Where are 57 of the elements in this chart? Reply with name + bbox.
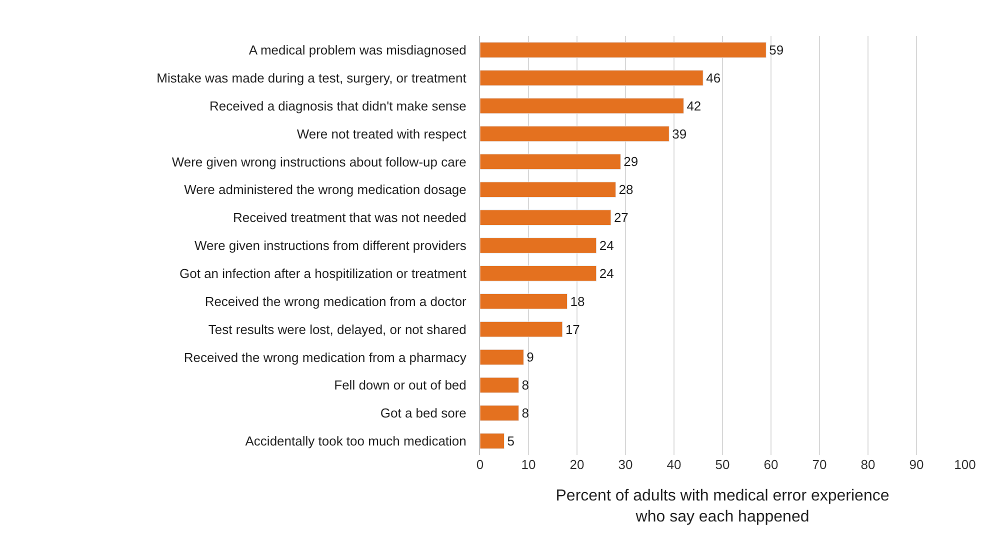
y-tick-label: Were administered the wrong medication dosage xyxy=(184,182,466,198)
x-tick-label: 30 xyxy=(618,457,633,472)
x-tick-label: 20 xyxy=(570,457,584,472)
x-tick-label: 70 xyxy=(812,457,827,472)
data-label: 59 xyxy=(769,42,784,58)
bar xyxy=(480,42,766,58)
y-tick-label: Got an infection after a hospitilization or treatment xyxy=(180,266,467,281)
y-tick-label: Received a diagnosis that didn't make sense xyxy=(210,98,466,114)
data-label: 8 xyxy=(522,378,530,393)
y-tick-label: A medical problem was misdiagnosed xyxy=(248,42,466,58)
bar xyxy=(480,182,616,198)
y-tick-label: Received treatment that was not needed xyxy=(232,210,466,226)
y-tick-label: Accidentally took too much medication xyxy=(245,434,466,449)
bar xyxy=(480,349,524,366)
x-tick-label: 50 xyxy=(715,457,730,472)
x-tick-label: 90 xyxy=(909,457,924,472)
y-tick-label: Were given wrong instructions about follow-up care xyxy=(172,154,466,170)
data-label: 24 xyxy=(599,238,614,253)
x-tick-label: 0 xyxy=(476,457,484,472)
bar xyxy=(480,405,520,422)
data-label: 42 xyxy=(686,98,702,114)
data-label: 29 xyxy=(624,154,638,170)
data-label: 46 xyxy=(706,70,721,86)
data-label: 28 xyxy=(618,182,634,198)
bar xyxy=(480,238,597,254)
x-tick-label: 10 xyxy=(521,457,536,472)
x-tick-label: 60 xyxy=(764,457,778,472)
bar xyxy=(480,210,612,226)
data-label: 17 xyxy=(565,322,580,337)
data-label: 27 xyxy=(614,210,628,226)
x-tick-label: 80 xyxy=(860,457,876,472)
data-label: 5 xyxy=(507,434,514,449)
bar xyxy=(480,266,597,282)
x-axis-title: Percent of adults with medical error experience who say each happened xyxy=(556,488,890,526)
x-tick-label: 40 xyxy=(666,457,682,472)
data-label: 9 xyxy=(526,350,534,365)
x-tick-label: 100 xyxy=(954,457,976,472)
data-label: 18 xyxy=(570,294,585,309)
data-label: 8 xyxy=(522,406,530,421)
bar xyxy=(480,70,704,86)
y-tick-label: Mistake was made during a test, surgery, or treatment xyxy=(156,70,467,86)
y-tick-label: Received the wrong medication from a doctor xyxy=(204,294,468,309)
bar xyxy=(480,377,520,394)
data-label: 24 xyxy=(599,266,614,281)
data-label: 39 xyxy=(672,126,687,142)
bar xyxy=(480,293,568,310)
bar xyxy=(480,433,504,449)
y-tick-label: Got a bed sore xyxy=(380,406,466,421)
bar xyxy=(480,98,684,114)
y-tick-label: Were given instructions from different providers xyxy=(194,238,467,254)
y-tick-label: Fell down or out of bed xyxy=(334,378,466,393)
y-tick-label: Were not treated with respect xyxy=(296,126,467,142)
y-tick-label: Received the wrong medication from a pharmacy xyxy=(184,350,467,365)
bar xyxy=(480,126,670,142)
bar xyxy=(480,321,563,338)
y-tick-label: Test results were lost, delayed, or not shared xyxy=(208,322,466,337)
bar xyxy=(480,154,621,170)
